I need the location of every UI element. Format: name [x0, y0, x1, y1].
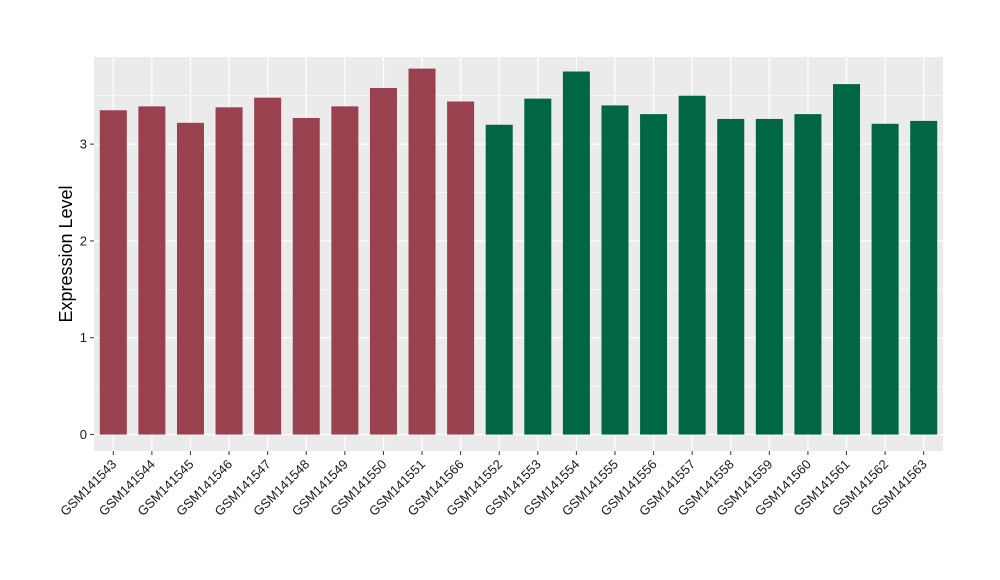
bar-GSM141547: [254, 97, 282, 435]
bar-GSM141559: [755, 118, 783, 435]
bar-GSM141554: [562, 71, 590, 435]
bar-GSM141553: [524, 98, 552, 435]
y-tick-label: 3: [80, 137, 87, 152]
bar-GSM141544: [138, 106, 166, 435]
x-axis: GSM141543GSM141544GSM141545GSM141546GSM1…: [57, 451, 930, 519]
bar-GSM141550: [369, 87, 397, 435]
y-tick-label: 0: [80, 427, 87, 442]
bar-GSM141552: [485, 124, 513, 435]
bars: [99, 68, 938, 435]
bar-GSM141563: [910, 120, 938, 435]
bar-GSM141560: [794, 114, 822, 435]
bar-GSM141548: [292, 117, 320, 435]
y-axis-title: Expression Level: [56, 185, 76, 322]
bar-GSM141555: [601, 105, 629, 435]
bar-GSM141561: [833, 84, 861, 435]
bar-GSM141558: [717, 118, 745, 435]
y-axis: 0 1 2 3: [80, 137, 94, 442]
bar-GSM141556: [640, 114, 668, 435]
bar-GSM141551: [408, 68, 436, 435]
bar-GSM141557: [678, 95, 706, 435]
y-tick-label: 1: [80, 330, 87, 345]
bar-GSM141566: [447, 101, 475, 435]
bar-GSM141549: [331, 106, 359, 435]
bar-GSM141545: [176, 122, 204, 435]
bar-GSM141562: [871, 123, 899, 435]
y-tick-label: 2: [80, 233, 87, 248]
bar-GSM141543: [99, 110, 127, 435]
bar-GSM141546: [215, 107, 243, 435]
